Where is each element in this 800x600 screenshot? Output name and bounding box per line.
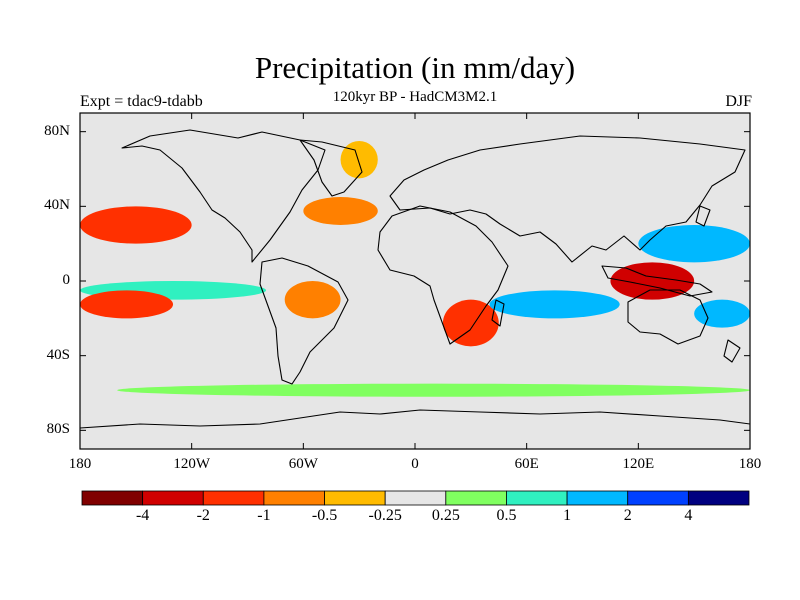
x-tick-label: 180: [68, 456, 92, 472]
season-label: DJF: [725, 93, 752, 110]
y-tick-label: 80S: [46, 421, 70, 438]
coast-africa: [377, 205, 509, 345]
anomaly-region-amazon-drying: [284, 281, 341, 319]
colorbar-swatch: [566, 490, 629, 506]
x-tick-label: 0: [411, 456, 419, 472]
x-tick-label: 60W: [288, 456, 318, 472]
anomaly-region-north-atlantic-drying: [303, 197, 378, 225]
colorbar-swatch: [324, 490, 386, 506]
colorbar-label: -4: [135, 507, 150, 524]
coast-maritime: [601, 265, 713, 297]
x-tick-label: 180: [738, 456, 762, 472]
coast-south-america: [259, 257, 349, 385]
map-subtitle: 120kyr BP - HadCM3M2.1: [332, 89, 498, 105]
colorbar-label: 4: [684, 507, 693, 524]
coast-new-zealand: [723, 339, 741, 363]
axis-ticks: [79, 113, 751, 449]
experiment-label: Expt = tdac9-tdabb: [80, 93, 203, 110]
colorbar-swatch: [202, 490, 265, 506]
anomaly-region-greenland-drying: [340, 141, 378, 179]
colorbar-swatch: [506, 490, 568, 506]
colorbar-label: 2: [623, 507, 632, 524]
colorbar-swatch: [687, 490, 750, 506]
anomaly-region-south-pacific-wet-band: [694, 299, 750, 328]
colorbar-swatch: [445, 490, 507, 506]
anomaly-region-west-pacific-wet-band: [638, 225, 750, 263]
map-title: Precipitation (in mm/day): [254, 50, 576, 85]
y-tick-label: 40S: [46, 346, 70, 363]
coast-antarctica: [80, 409, 750, 429]
x-tick-label: 120W: [173, 456, 210, 472]
colorbar-label: -0.25: [368, 507, 402, 524]
coast-australia: [627, 289, 709, 345]
x-tick-label: 120E: [622, 456, 655, 472]
coastlines: [80, 129, 750, 429]
anomaly-field: [80, 141, 750, 397]
anomaly-region-north-pacific-drying: [80, 206, 192, 244]
colorbar-label: -2: [196, 507, 210, 524]
anomaly-region-south-pacific-drying: [80, 290, 174, 319]
colorbar-swatch: [627, 490, 689, 506]
x-tick-label: 60E: [514, 456, 539, 472]
coast-north-america: [121, 129, 326, 263]
colorbar-swatch: [81, 490, 144, 506]
anomaly-region-southern-ocean-wet: [117, 383, 750, 397]
coast-greenland: [299, 139, 363, 197]
coast-madagascar: [491, 299, 505, 327]
colorbar-label: 1: [563, 507, 572, 524]
colorbar-swatch: [384, 490, 447, 506]
colorbar-swatch: [263, 490, 325, 506]
coast-japan: [695, 205, 711, 227]
anomaly-region-indian-ocean-wet-band: [489, 290, 620, 319]
coast-eurasia: [389, 135, 746, 263]
y-tick-label: 80N: [44, 122, 70, 139]
anomaly-region-southern-africa-drying: [442, 299, 499, 347]
y-tick-label: 40N: [44, 197, 70, 214]
colorbar-label: 0.25: [431, 507, 460, 524]
colorbar: [81, 490, 750, 506]
colorbar-label: -0.5: [311, 507, 338, 524]
y-tick-label: 0: [62, 272, 71, 288]
colorbar-label: 0.5: [496, 507, 517, 524]
colorbar-label: -1: [257, 507, 271, 524]
colorbar-swatch: [142, 490, 204, 506]
